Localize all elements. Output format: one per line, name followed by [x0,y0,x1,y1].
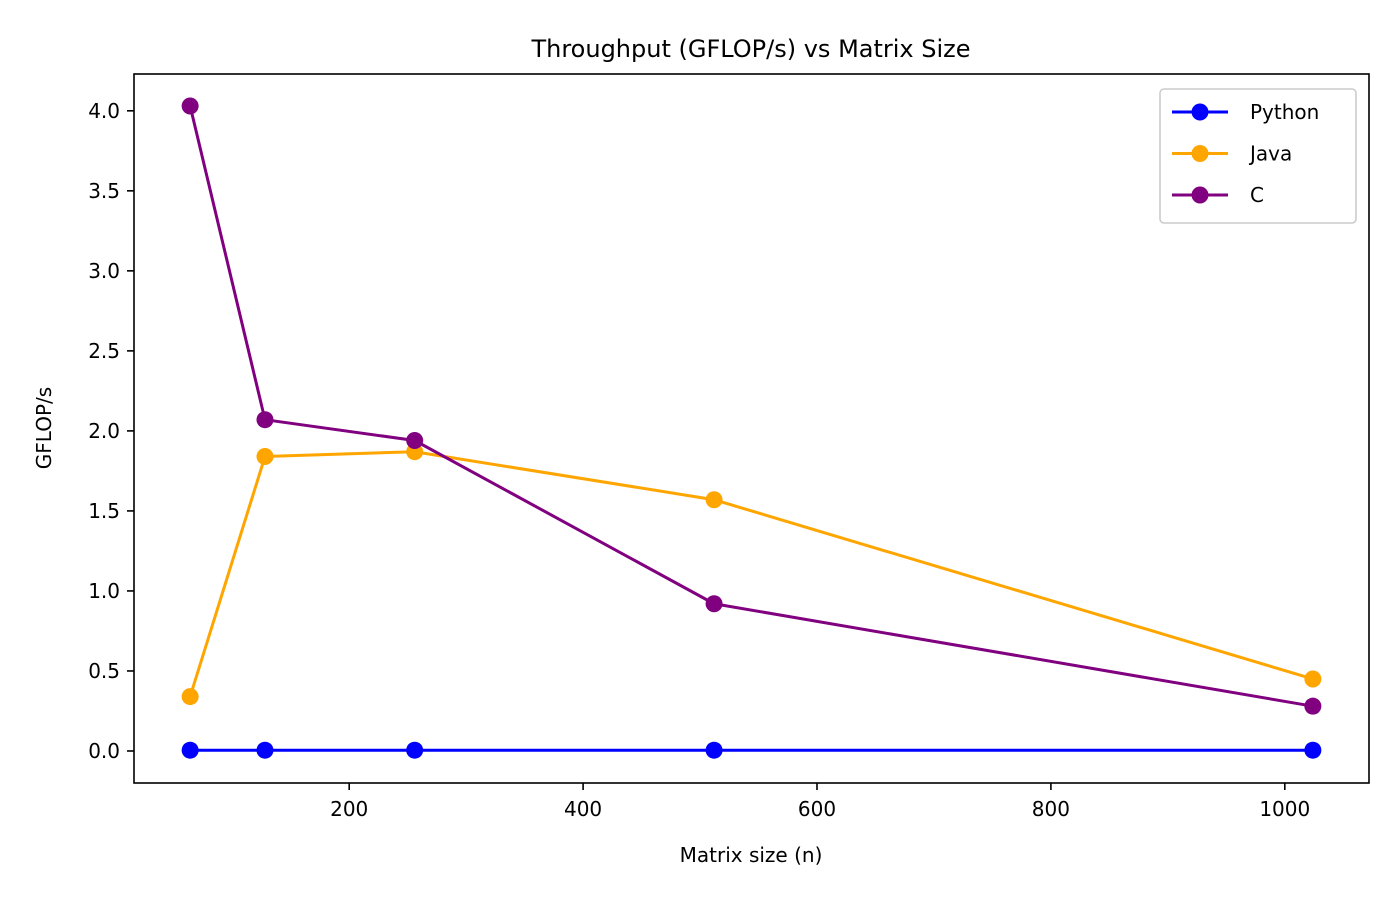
data-point-c [181,97,199,115]
y-tick-label: 2.5 [88,339,120,363]
data-point-python [705,741,723,759]
y-tick-label: 2.0 [88,419,120,443]
series-line-java [188,450,1314,698]
legend-box [1159,88,1357,224]
data-point-c [406,432,424,450]
x-tick-label: 200 [330,797,368,821]
y-tick-label: 1.0 [88,579,120,603]
y-axis-label: GFLOP/s [32,387,56,469]
x-tick-label: 800 [1032,797,1070,821]
data-point-c [1304,697,1322,715]
series-line-c [188,105,1314,708]
y-tick-label: 1.5 [88,499,120,523]
legend-label-java: Java [1248,142,1292,166]
data-point-c [256,411,274,429]
data-point-java [256,448,274,466]
x-tick-label: 600 [798,797,836,821]
data-point-python [1304,741,1322,759]
x-tick-label: 400 [564,797,602,821]
legend-marker-java [1191,145,1209,162]
y-tick-label: 0.5 [88,659,120,683]
y-tick-label: 4.0 [88,99,120,123]
y-tick-label: 3.0 [88,259,120,283]
legend: Python Java C [1159,88,1357,224]
data-point-c [705,595,723,613]
y-tick-label: 0.0 [88,739,120,763]
x-axis-label: Matrix size (n) [680,843,823,867]
data-point-java [181,688,199,706]
plot-area [181,97,1322,759]
plot-frame [133,73,1370,784]
legend-marker-python [1191,103,1209,121]
y-tick-label: 3.5 [88,179,120,203]
legend-label-python: Python [1250,100,1319,124]
data-point-python [181,741,199,759]
x-tick-label: 1000 [1259,797,1310,821]
data-point-java [705,491,723,509]
data-point-python [406,741,424,759]
chart-title: Throughput (GFLOP/s) vs Matrix Size [530,35,970,63]
axes: 200 400 600 800 1000 0.0 0.5 1.0 1.5 2.0 2.5 3.0 3.5… [88,99,1310,821]
data-point-java [1304,670,1322,688]
data-point-python [256,741,274,759]
legend-label-c: C [1250,183,1264,207]
legend-marker-c [1191,186,1209,204]
